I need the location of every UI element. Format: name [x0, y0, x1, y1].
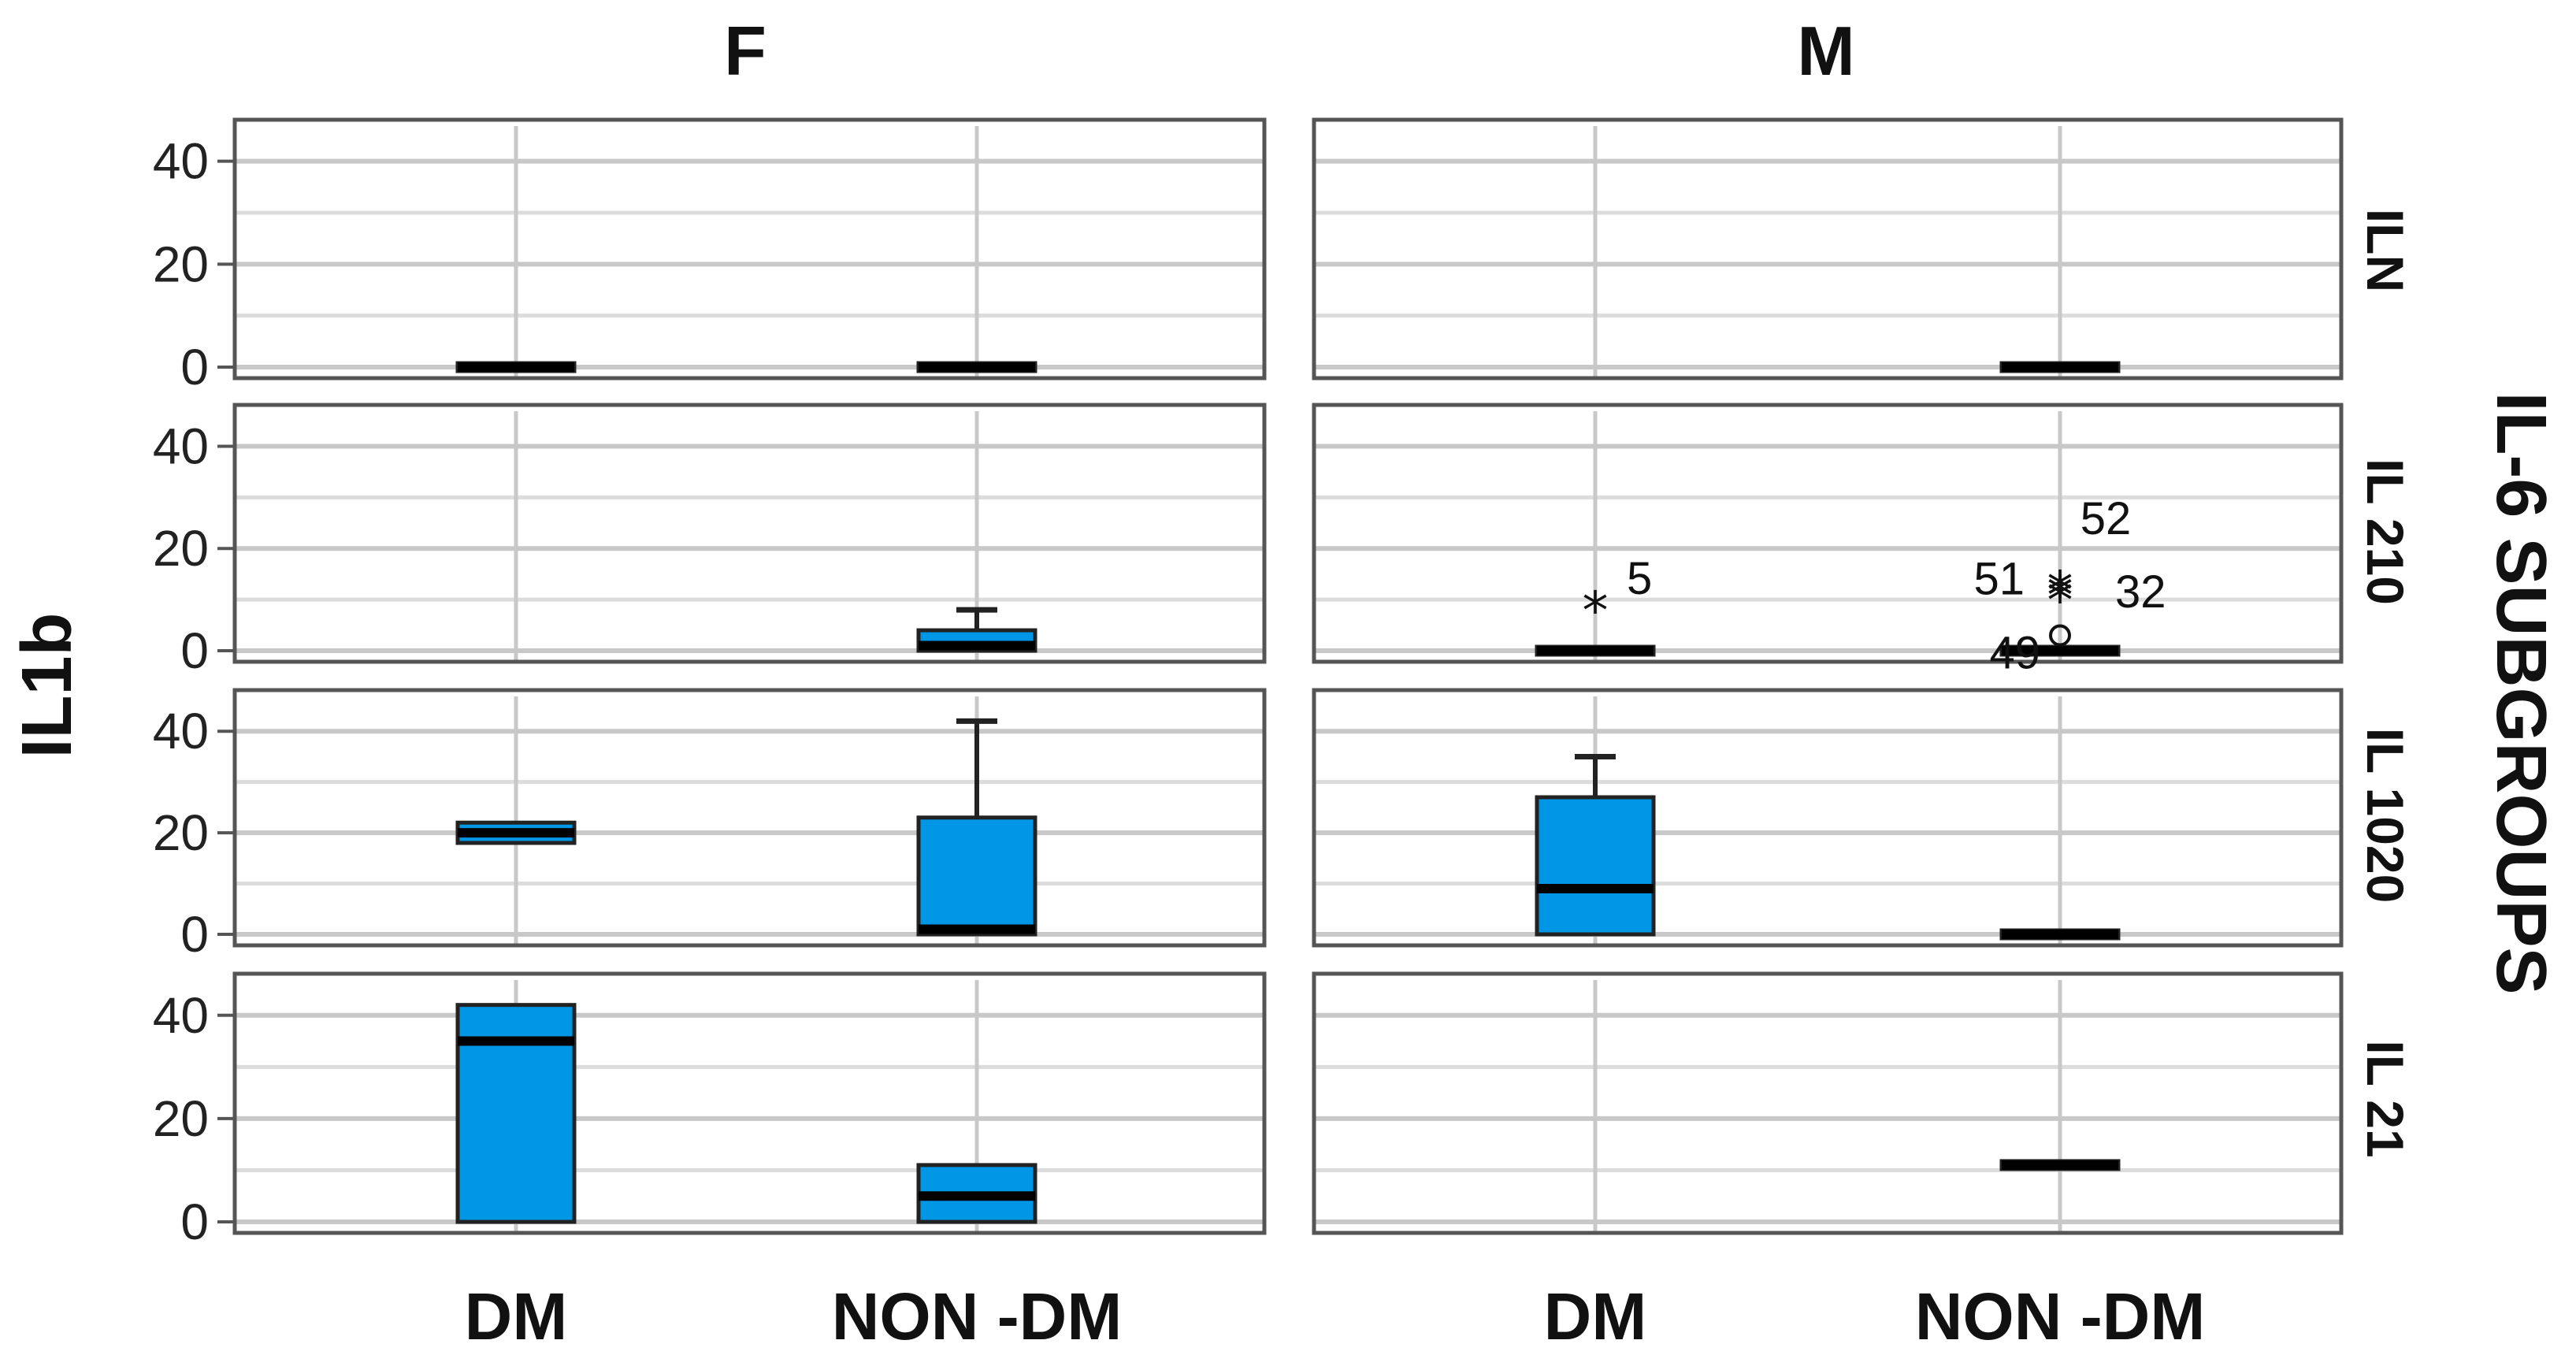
panel-f-iln-border [232, 117, 1267, 381]
panel-m-iln-border [1312, 117, 2344, 381]
box-m-il1020-dm-body [1535, 795, 1656, 937]
panel-m-il21-border [1312, 971, 2344, 1235]
panel-m-il210-border [1312, 403, 2344, 664]
frame-layer [217, 110, 2344, 1245]
box-f-il1020-nondm-body [916, 815, 1037, 937]
y-tick-label: 20 [153, 1090, 209, 1147]
y-tick-label: 40 [153, 418, 209, 474]
box-m-il210-nondm-outlier-circle [2049, 624, 2071, 647]
panel-m-il1020-border [1312, 688, 2344, 948]
panel-f-il210-border [232, 403, 1267, 664]
box-m-il210-nondm-outlier-label: 52 [2080, 493, 2132, 544]
y-tick-label: 0 [180, 906, 209, 963]
panel-f-il1020-border [232, 688, 1267, 948]
box-m-il210-nondm-outlier-label: 51 [1973, 554, 2025, 605]
y-tick-label: 0 [180, 622, 209, 679]
y-tick-label: 0 [180, 1194, 209, 1250]
y-tick-label: 20 [153, 236, 209, 292]
box-m-il210-nondm-outlier-label: 32 [2115, 566, 2166, 618]
panel-gap [1264, 110, 1314, 1245]
box-m-il210-nondm-outlier-star: * [2047, 560, 2073, 621]
category-label-m-nondm: NON -DM [1915, 1279, 2206, 1353]
y-tick-label: 40 [153, 703, 209, 759]
panel-f-il21-border [232, 971, 1267, 1235]
text-layer: F M IL1b IL-6 SUBGROUPS ILN IL 210 IL 10… [8, 12, 2560, 1353]
row-label-il1020: IL 1020 [2356, 728, 2415, 904]
row-label-il21: IL 21 [2356, 1040, 2415, 1157]
y-tick-label: 20 [153, 804, 209, 861]
grid-layer [235, 126, 2341, 1233]
category-label-f-dm: DM [465, 1279, 568, 1353]
category-label-f-nondm: NON -DM [832, 1279, 1123, 1353]
box-layer: * *** [455, 361, 2121, 1224]
column-title-m: M [1797, 12, 1854, 90]
y-tick-label: 0 [180, 339, 209, 395]
row-label-il210: IL 210 [2356, 458, 2415, 605]
row-axis-title: IL-6 SUBGROUPS [2481, 392, 2560, 994]
y-tick-label: 40 [153, 133, 209, 190]
y-axis-title: IL1b [8, 612, 87, 758]
y-tick-label: 20 [153, 520, 209, 577]
box-m-il210-nondm-outlier-label: 49 [1989, 628, 2040, 679]
box-m-il210-dm-outlier-star: * [1583, 581, 1609, 641]
box-m-il210-nondm-outlier-star: * [2047, 570, 2073, 631]
box-m-il210-nondm-outlier-star: * [2047, 566, 2073, 626]
row-label-iln: ILN [2356, 209, 2415, 292]
y-tick-label: 40 [153, 987, 209, 1044]
column-title-f: F [724, 12, 766, 90]
box-m-il210-dm-outlier-label: 5 [1627, 553, 1652, 604]
category-label-m-dm: DM [1544, 1279, 1647, 1353]
